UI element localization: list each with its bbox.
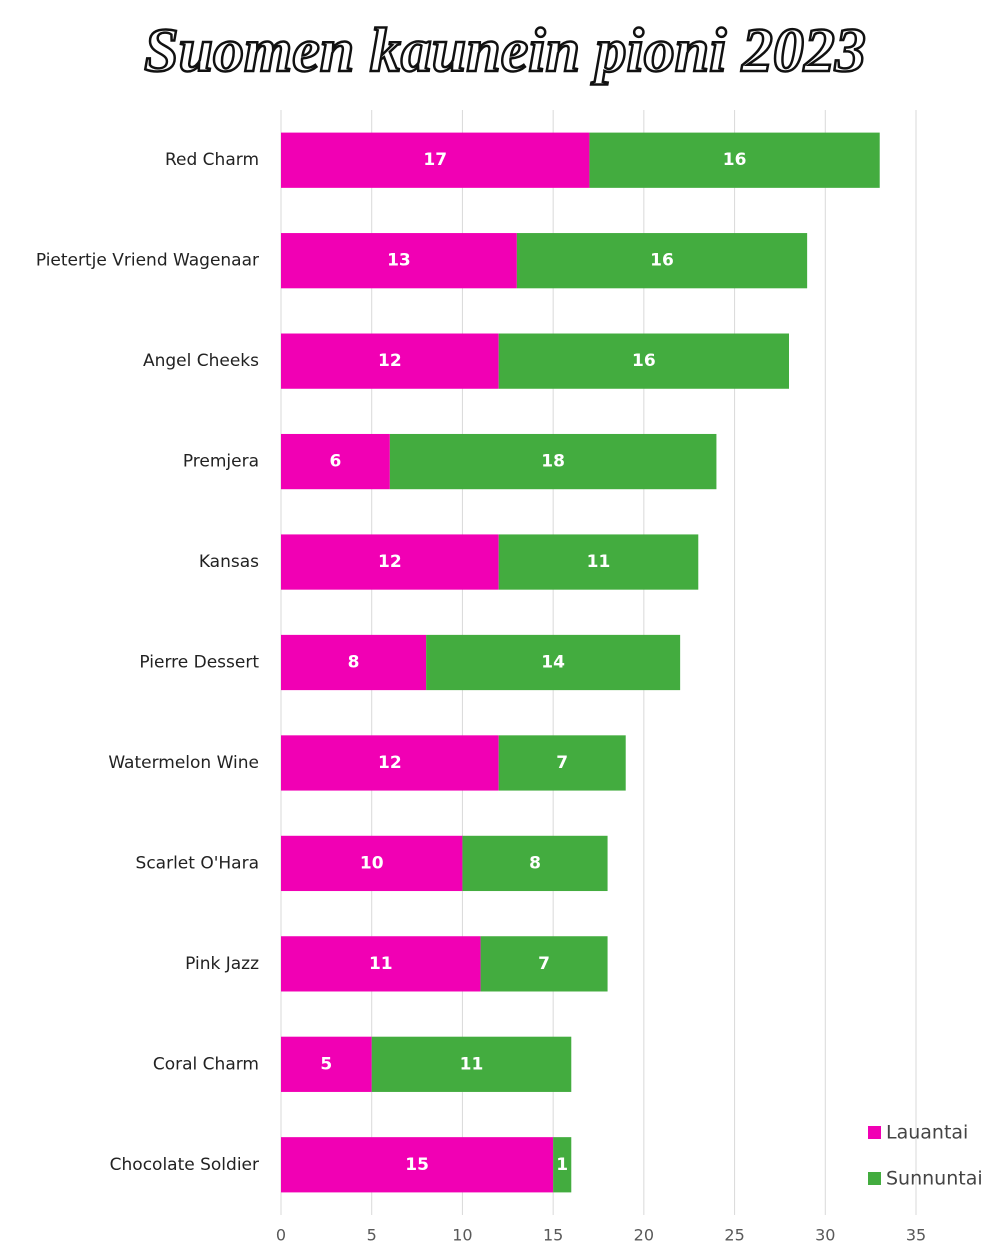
bar-segment (281, 835, 463, 892)
data-label: 17 (423, 150, 447, 170)
y-tick-label: Scarlet O'Hara (136, 853, 259, 873)
bar-segment (281, 233, 517, 289)
data-label: 15 (405, 1155, 429, 1175)
bar-segment (281, 936, 481, 992)
legend-swatch (868, 1172, 881, 1185)
data-label: 8 (529, 853, 541, 873)
bar-segment (553, 1137, 572, 1193)
data-label: 5 (320, 1054, 332, 1074)
bar-segment (426, 634, 681, 691)
bar-segment (281, 735, 499, 791)
data-label: 7 (538, 954, 550, 974)
data-label: 11 (369, 954, 393, 974)
chart-title: Suomen kaunein pioni 2023 (144, 17, 866, 85)
legend-swatch (868, 1126, 881, 1139)
y-tick-label: Pink Jazz (185, 954, 259, 974)
data-label: 10 (360, 853, 384, 873)
bar-segment (281, 433, 390, 490)
y-tick-label: Watermelon Wine (108, 753, 259, 773)
legend-label: Lauantai (886, 1122, 968, 1144)
data-label: 18 (541, 452, 565, 472)
bar-segment (389, 433, 717, 490)
bar-segment (281, 333, 499, 389)
y-tick-label: Pierre Dessert (139, 653, 259, 673)
data-label: 11 (587, 552, 611, 572)
bar-segment (281, 634, 427, 691)
y-tick-label: Premjera (183, 452, 259, 472)
bar-segment (498, 534, 699, 590)
data-label: 16 (723, 150, 747, 170)
bar-segment (281, 1137, 554, 1193)
bar-segment (281, 132, 590, 188)
bar-segment (498, 333, 789, 389)
x-tick-label: 25 (724, 1226, 744, 1245)
y-tick-label: Red Charm (165, 150, 259, 170)
y-tick-label: Angel Cheeks (143, 351, 259, 371)
bar-segment (281, 534, 499, 590)
bar-segment (371, 1036, 572, 1092)
bar-segment (516, 233, 808, 289)
data-label: 6 (330, 452, 342, 472)
data-label: 7 (556, 753, 568, 773)
bar-segment (589, 132, 880, 188)
y-tick-label: Chocolate Soldier (110, 1155, 259, 1175)
bar-segment (498, 735, 626, 791)
data-label: 13 (387, 251, 411, 271)
y-tick-label: Coral Charm (153, 1054, 259, 1074)
bar-segment (462, 835, 608, 892)
y-tick-label: Kansas (199, 552, 259, 572)
data-label: 16 (632, 351, 656, 371)
data-label: 11 (460, 1054, 484, 1074)
data-label: 12 (378, 351, 402, 371)
data-label: 12 (378, 552, 402, 572)
bar-segment (281, 1036, 372, 1092)
data-label: 14 (541, 653, 565, 673)
x-tick-label: 5 (367, 1226, 377, 1245)
x-tick-label: 15 (543, 1226, 563, 1245)
bar-segment (480, 936, 608, 992)
data-label: 8 (348, 653, 360, 673)
data-label: 1 (556, 1155, 568, 1175)
x-tick-label: 30 (815, 1226, 835, 1245)
x-tick-label: 10 (452, 1226, 472, 1245)
y-tick-label: Pietertje Vriend Wagenaar (36, 251, 259, 271)
x-tick-label: 20 (634, 1226, 654, 1245)
data-label: 16 (650, 251, 674, 271)
data-label: 12 (378, 753, 402, 773)
x-tick-label: 35 (906, 1226, 926, 1245)
x-tick-label: 0 (276, 1226, 286, 1245)
legend-label: Sunnuntai (886, 1168, 983, 1190)
